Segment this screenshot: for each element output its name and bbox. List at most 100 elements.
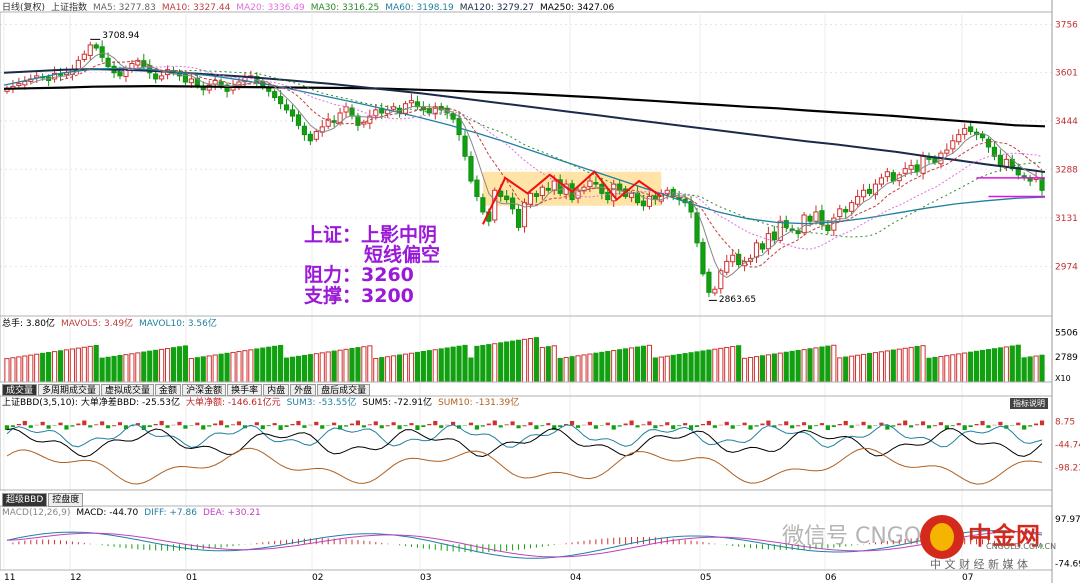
candle-body — [991, 146, 998, 157]
volume-bar — [230, 351, 236, 383]
volume-bar — [278, 344, 284, 383]
bbd-tabs: 超级BBD 控盘度 — [2, 493, 84, 507]
ma-legend-item: MA30: 3316.25 — [310, 3, 380, 13]
volume-bar — [444, 347, 450, 383]
candle-body — [605, 191, 611, 201]
candle-body — [51, 72, 58, 80]
ma-legend: MA5: 3277.83 MA10: 3327.44 MA20: 3336.49 MA… — [93, 3, 620, 13]
volume-bar — [420, 350, 426, 383]
volume-bar — [504, 341, 510, 383]
candle-body — [414, 101, 421, 108]
bbd-bar — [504, 424, 509, 426]
volume-bar — [343, 348, 349, 383]
volume-bar — [170, 347, 177, 383]
bbd-bar — [516, 425, 521, 429]
volume-bar — [569, 356, 575, 383]
volume-bar — [682, 353, 688, 383]
bbd-bar — [272, 423, 277, 426]
index-name: 上证指数 — [51, 3, 88, 13]
volume-bar — [385, 356, 391, 383]
bbd-bar — [230, 424, 236, 426]
volume-bar — [34, 353, 40, 383]
ma-legend-item: MA250: 3427.06 — [539, 3, 615, 13]
bbd-bar — [409, 423, 414, 426]
bbd-bar — [284, 425, 289, 427]
tab-bbd-indicator[interactable]: 控盘度 — [48, 493, 84, 507]
candle-body — [860, 189, 867, 198]
candle-body — [807, 215, 813, 222]
bbd-bar — [16, 423, 21, 426]
tab-indicator[interactable]: 盘后成交量 — [317, 384, 371, 396]
bbd-bar — [4, 425, 10, 431]
tab-indicator[interactable]: 多周期成交量 — [38, 384, 101, 396]
volume-bar — [224, 352, 230, 383]
candle-body — [902, 168, 908, 174]
candle-body — [843, 208, 849, 213]
tab-indicator[interactable]: 内盘 — [263, 384, 290, 396]
time-tick-label: 06 — [825, 573, 837, 583]
volume-bar — [147, 350, 153, 383]
tab-indicator[interactable]: 金额 — [155, 384, 182, 396]
chart-mode: 日线(复权) — [2, 3, 46, 13]
time-tick-label: 12 — [70, 573, 81, 583]
candle-body — [640, 200, 647, 207]
tab-indicator[interactable]: 外盘 — [290, 384, 317, 396]
volume-bar — [117, 355, 123, 383]
annotation-line1: 上证：上影中阴 — [304, 224, 438, 246]
candle-body — [325, 118, 331, 127]
ma-line-ma20 — [119, 65, 1043, 250]
volume-bar — [510, 340, 516, 383]
candle-body — [908, 165, 914, 170]
volume-tick-label: 5506 — [1055, 328, 1078, 338]
bbd-bar — [688, 425, 694, 431]
bbd-bar — [510, 421, 515, 426]
ma-line-ma5 — [30, 52, 1043, 279]
bbd-legend-item: SUM10: -131.39亿 — [438, 398, 520, 408]
volume-bar — [75, 347, 81, 383]
candle-body — [950, 140, 956, 150]
bbd-bar — [201, 425, 206, 430]
ma-legend-item: MA120: 3279.27 — [459, 3, 534, 13]
bbd-bar — [474, 425, 479, 430]
bbd-bar — [570, 420, 575, 426]
bbd-bar — [106, 425, 111, 429]
candle-body — [462, 135, 468, 157]
peak-label: 3708.94 — [102, 31, 139, 41]
volume-bar — [159, 348, 165, 383]
indicator-help-button[interactable]: 指标说明 — [1010, 398, 1048, 409]
volume-bar — [1015, 344, 1021, 383]
bbd-bar — [117, 422, 123, 426]
volume-bar — [587, 353, 593, 383]
volume-bar — [819, 346, 825, 383]
bbd-bar — [897, 423, 902, 426]
volume-bar — [979, 349, 986, 383]
candle-body — [825, 224, 831, 231]
volume-bar — [628, 347, 635, 383]
volume-bar — [135, 352, 141, 383]
macd-diff-line — [6, 530, 1043, 559]
candle-body — [480, 197, 486, 213]
volume-bar — [860, 353, 867, 383]
volume-bar — [730, 346, 736, 383]
volume-bar — [194, 357, 200, 383]
bbd-bar — [903, 420, 908, 426]
candle-body — [278, 96, 284, 105]
bbd-legend-item: 上证BBD(3,5,10): 大单净差BBD: -25.53亿 — [2, 398, 181, 408]
candle-body — [997, 154, 1003, 167]
tab-indicator[interactable]: 成交量 — [2, 384, 38, 396]
ma-line-ma10 — [60, 60, 1043, 268]
volume-bar — [801, 349, 807, 383]
tab-indicator[interactable]: 沪深金额 — [182, 384, 227, 396]
tab-bbd-indicator[interactable]: 超级BBD — [2, 493, 48, 507]
tab-indicator[interactable]: 虚拟成交量 — [101, 384, 155, 396]
candle-body — [159, 75, 165, 80]
volume-bar — [908, 346, 914, 383]
bbd-bar — [64, 425, 69, 430]
candle-body — [408, 100, 415, 104]
bbd-bar — [76, 423, 81, 426]
tab-indicator[interactable]: 换手率 — [227, 384, 263, 396]
bbd-bar — [1016, 422, 1021, 426]
bbd-bar — [819, 423, 825, 426]
volume-bar — [997, 347, 1003, 383]
volume-bar — [69, 348, 75, 383]
